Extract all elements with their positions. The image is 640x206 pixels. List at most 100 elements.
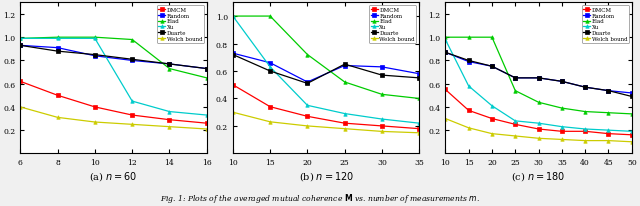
- Welch bound: [203, 128, 211, 131]
- Elad: [511, 90, 519, 92]
- Duarte: [91, 54, 99, 57]
- Line: Welch bound: Welch bound: [444, 117, 634, 144]
- Line: Elad: Elad: [444, 36, 634, 116]
- Line: Welch bound: Welch bound: [19, 106, 209, 131]
- Duarte: [266, 70, 274, 73]
- Random: [442, 52, 449, 54]
- Xu: [129, 100, 136, 103]
- DMCM: [465, 110, 472, 112]
- Elad: [229, 16, 237, 18]
- DMCM: [511, 124, 519, 126]
- Duarte: [17, 45, 24, 47]
- Line: DMCM: DMCM: [231, 84, 421, 131]
- Random: [203, 68, 211, 70]
- Duarte: [229, 54, 237, 56]
- Elad: [129, 39, 136, 42]
- Random: [54, 47, 61, 50]
- Line: Random: Random: [19, 44, 209, 71]
- Duarte: [488, 66, 496, 68]
- Elad: [581, 111, 589, 113]
- Elad: [17, 38, 24, 40]
- Random: [581, 87, 589, 89]
- DMCM: [558, 130, 566, 133]
- Random: [266, 62, 274, 65]
- Elad: [203, 77, 211, 80]
- DMCM: [229, 84, 237, 87]
- DMCM: [166, 119, 173, 121]
- DMCM: [378, 125, 386, 128]
- Legend: DMCM, Random, Elad, Xu, Duarte, Welch bound: DMCM, Random, Elad, Xu, Duarte, Welch bo…: [157, 6, 204, 43]
- Text: Fig. 1: Plots of the averaged mutual coherence $\mathbf{M}$ vs. number of measur: Fig. 1: Plots of the averaged mutual coh…: [160, 191, 480, 204]
- Line: Duarte: Duarte: [231, 54, 421, 86]
- DMCM: [488, 118, 496, 120]
- Elad: [488, 37, 496, 39]
- DMCM: [17, 81, 24, 83]
- Line: Duarte: Duarte: [19, 44, 209, 71]
- Duarte: [581, 87, 589, 89]
- Random: [166, 63, 173, 66]
- Xu: [465, 85, 472, 88]
- Xu: [203, 114, 211, 117]
- Xu: [378, 118, 386, 121]
- Xu: [166, 111, 173, 113]
- DMCM: [535, 128, 543, 131]
- Duarte: [54, 51, 61, 53]
- Xu: [628, 130, 636, 133]
- Random: [129, 60, 136, 62]
- Random: [628, 92, 636, 95]
- Elad: [378, 94, 386, 96]
- Duarte: [465, 60, 472, 62]
- Duarte: [129, 59, 136, 61]
- Welch bound: [415, 132, 423, 134]
- Welch bound: [129, 124, 136, 126]
- Line: Xu: Xu: [19, 37, 209, 117]
- Xu: [415, 122, 423, 125]
- Xu: [511, 120, 519, 123]
- Welch bound: [488, 133, 496, 135]
- Random: [415, 73, 423, 76]
- Random: [229, 53, 237, 55]
- Duarte: [628, 96, 636, 98]
- DMCM: [303, 116, 311, 118]
- Random: [605, 90, 612, 92]
- Duarte: [511, 77, 519, 80]
- Random: [511, 77, 519, 80]
- Duarte: [303, 83, 311, 85]
- Xu: [229, 16, 237, 18]
- Welch bound: [303, 125, 311, 128]
- Welch bound: [266, 121, 274, 123]
- Duarte: [442, 52, 449, 54]
- Line: Welch bound: Welch bound: [231, 111, 421, 135]
- Elad: [605, 112, 612, 114]
- Welch bound: [341, 128, 349, 130]
- Welch bound: [628, 141, 636, 143]
- X-axis label: (b) $n = 120$: (b) $n = 120$: [298, 169, 353, 182]
- Elad: [535, 102, 543, 104]
- Welch bound: [558, 138, 566, 141]
- DMCM: [203, 122, 211, 125]
- Xu: [442, 39, 449, 42]
- Welch bound: [229, 111, 237, 114]
- DMCM: [91, 106, 99, 109]
- Elad: [628, 113, 636, 116]
- Xu: [266, 66, 274, 69]
- Random: [535, 77, 543, 80]
- Random: [378, 66, 386, 69]
- Line: DMCM: DMCM: [444, 88, 634, 137]
- Xu: [303, 105, 311, 107]
- X-axis label: (c) $n = 180$: (c) $n = 180$: [511, 169, 566, 182]
- Elad: [558, 107, 566, 110]
- Random: [488, 66, 496, 68]
- Duarte: [166, 63, 173, 66]
- Duarte: [535, 77, 543, 80]
- Elad: [465, 37, 472, 39]
- Elad: [91, 37, 99, 39]
- Line: Elad: Elad: [19, 36, 209, 80]
- Line: DMCM: DMCM: [19, 80, 209, 125]
- Duarte: [341, 64, 349, 66]
- Elad: [54, 37, 61, 39]
- Xu: [558, 126, 566, 128]
- Elad: [442, 37, 449, 39]
- Welch bound: [535, 137, 543, 140]
- Random: [465, 61, 472, 63]
